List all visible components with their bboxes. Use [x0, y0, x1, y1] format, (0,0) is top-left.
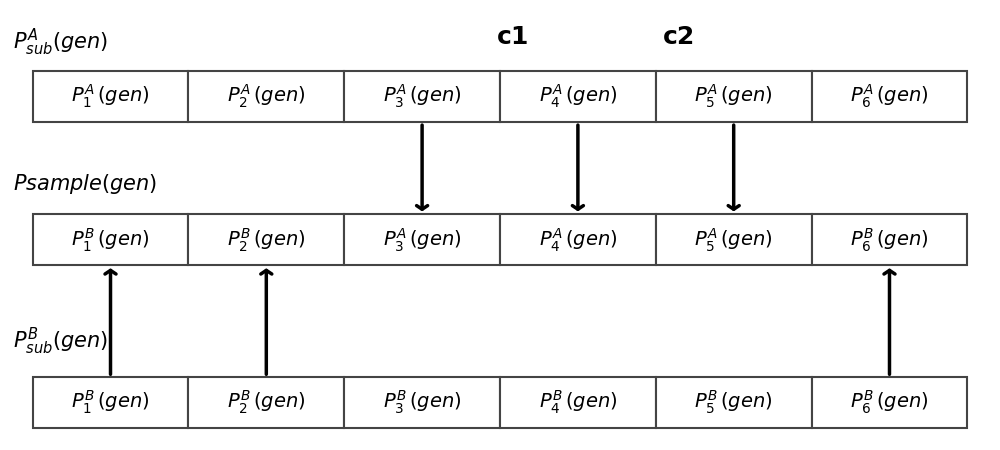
Text: $P_5^A\,(gen)$: $P_5^A\,(gen)$ [694, 226, 773, 253]
Text: $P_3^B\,(gen)$: $P_3^B\,(gen)$ [383, 389, 461, 417]
Text: $P_2^A\,(gen)$: $P_2^A\,(gen)$ [227, 83, 306, 110]
Text: $P_{sub}^B(gen)$: $P_{sub}^B(gen)$ [13, 326, 108, 357]
Bar [188, 377, 344, 428]
Bar [33, 71, 188, 122]
Text: c2: c2 [663, 25, 695, 50]
Text: $P_6^A\,(gen)$: $P_6^A\,(gen)$ [850, 83, 929, 110]
Bar [188, 214, 344, 266]
Text: $P_1^B\,(gen)$: $P_1^B\,(gen)$ [71, 226, 150, 253]
Bar [656, 71, 812, 122]
Text: $P_3^A\,(gen)$: $P_3^A\,(gen)$ [383, 83, 461, 110]
Bar [33, 377, 188, 428]
Bar [656, 377, 812, 428]
Bar [812, 214, 967, 266]
Text: $P_{sub}^A(gen)$: $P_{sub}^A(gen)$ [13, 27, 108, 58]
Text: $P_6^B\,(gen)$: $P_6^B\,(gen)$ [850, 226, 929, 253]
Bar [812, 377, 967, 428]
Text: $P_6^B\,(gen)$: $P_6^B\,(gen)$ [850, 389, 929, 417]
Text: $P_5^A\,(gen)$: $P_5^A\,(gen)$ [694, 83, 773, 110]
Text: $Psample(gen)$: $Psample(gen)$ [13, 171, 157, 195]
Text: $P_4^B\,(gen)$: $P_4^B\,(gen)$ [539, 389, 617, 417]
Bar [656, 214, 812, 266]
Text: $P_5^B\,(gen)$: $P_5^B\,(gen)$ [694, 389, 773, 417]
Text: $P_4^A\,(gen)$: $P_4^A\,(gen)$ [539, 226, 617, 253]
Text: $P_4^A\,(gen)$: $P_4^A\,(gen)$ [539, 83, 617, 110]
Bar [500, 214, 656, 266]
Text: $P_1^A\,(gen)$: $P_1^A\,(gen)$ [71, 83, 150, 110]
Bar [33, 214, 188, 266]
Bar [188, 71, 344, 122]
Text: $P_2^B\,(gen)$: $P_2^B\,(gen)$ [227, 389, 306, 417]
Text: c1: c1 [497, 25, 529, 50]
Bar [344, 71, 500, 122]
Bar [344, 214, 500, 266]
Text: $P_3^A\,(gen)$: $P_3^A\,(gen)$ [383, 226, 461, 253]
Text: $P_1^B\,(gen)$: $P_1^B\,(gen)$ [71, 389, 150, 417]
Bar [344, 377, 500, 428]
Text: $P_2^B\,(gen)$: $P_2^B\,(gen)$ [227, 226, 306, 253]
Bar [812, 71, 967, 122]
Bar [500, 377, 656, 428]
Bar [500, 71, 656, 122]
